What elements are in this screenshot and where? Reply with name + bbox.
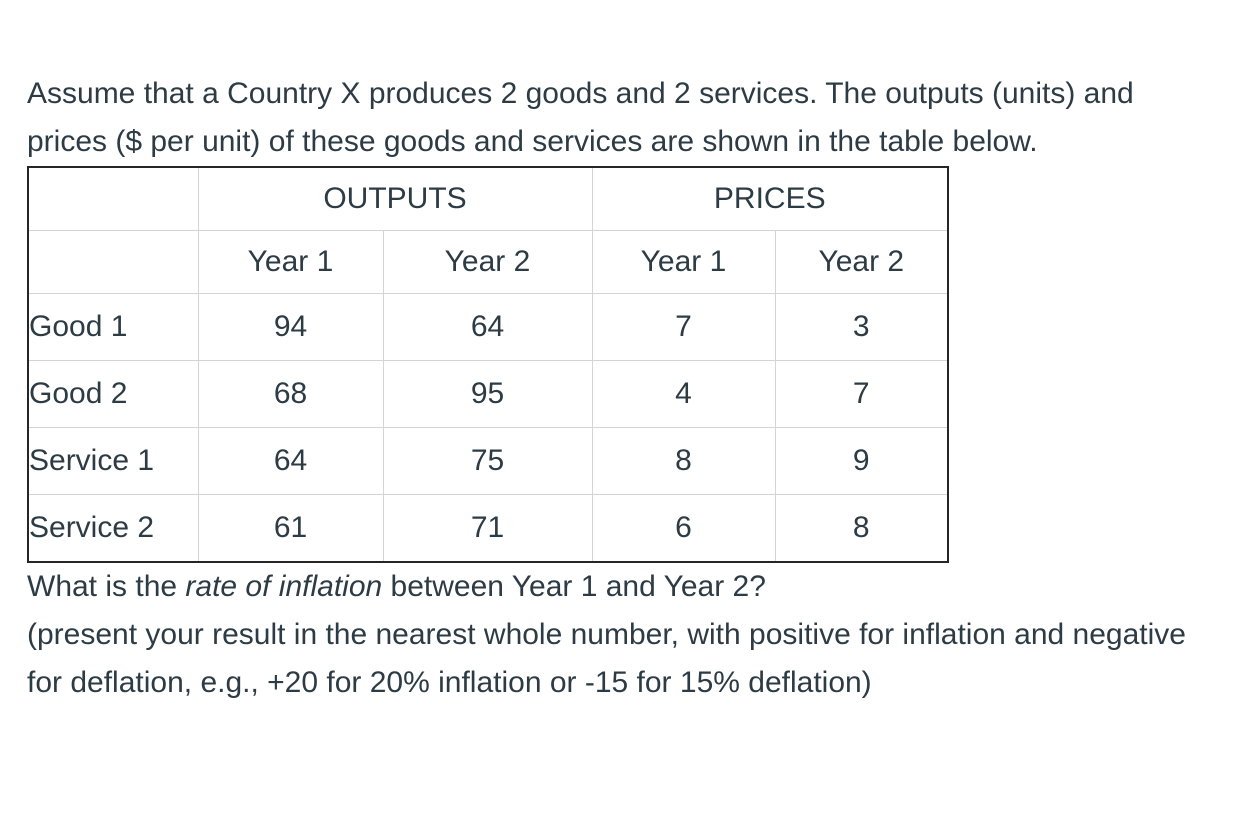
table-cell: 8 [591,427,776,495]
row-label: Service 2 [27,494,199,563]
row-label: Service 1 [27,427,199,495]
table-cell: 7 [591,293,776,361]
group-header-outputs: OUTPUTS [197,166,593,231]
question-prefix: What is the [27,570,186,603]
corner-empty-cell [27,230,199,294]
year-header-outputs-y2: Year 2 [382,230,593,294]
table-cell: 7 [774,360,949,428]
table-cell: 8 [774,494,949,563]
group-header-row: OUTPUTS PRICES [27,166,949,231]
table-cell: 95 [382,360,593,428]
outputs-prices-table: OUTPUTS PRICES Year 1 Year 2 Year 1 Year… [27,166,950,563]
intro-paragraph: Assume that a Country X produces 2 goods… [27,77,1134,158]
table-cell: 94 [197,293,384,361]
table-row-service-1: Service 1 64 75 8 9 [27,427,949,495]
table-row-good-1: Good 1 94 64 7 3 [27,293,949,361]
table-cell: 64 [197,427,384,495]
table-cell: 9 [774,427,949,495]
table-cell: 68 [197,360,384,428]
question-suffix: between Year 1 and Year 2? [382,570,766,603]
note-paragraph: (present your result in the nearest whol… [27,618,1186,699]
question-emphasis: rate of inflation [185,570,383,603]
year-header-prices-y2: Year 2 [774,230,949,294]
group-header-prices: PRICES [591,166,949,231]
table-cell: 75 [382,427,593,495]
corner-empty-cell [27,166,199,231]
table-cell: 4 [591,360,776,428]
year-header-row: Year 1 Year 2 Year 1 Year 2 [27,230,949,294]
table-cell: 6 [591,494,776,563]
question-content: Assume that a Country X produces 2 goods… [27,77,1212,699]
table-cell: 3 [774,293,949,361]
table-cell: 71 [382,494,593,563]
table-row-service-2: Service 2 61 71 6 8 [27,494,949,563]
year-header-outputs-y1: Year 1 [197,230,384,294]
year-header-prices-y1: Year 1 [591,230,776,294]
table-cell: 61 [197,494,384,563]
table-cell: 64 [382,293,593,361]
row-label: Good 1 [27,293,199,361]
question-text: What is the rate of inflation between Ye… [27,563,1212,611]
table-row-good-2: Good 2 68 95 4 7 [27,360,949,428]
row-label: Good 2 [27,360,199,428]
